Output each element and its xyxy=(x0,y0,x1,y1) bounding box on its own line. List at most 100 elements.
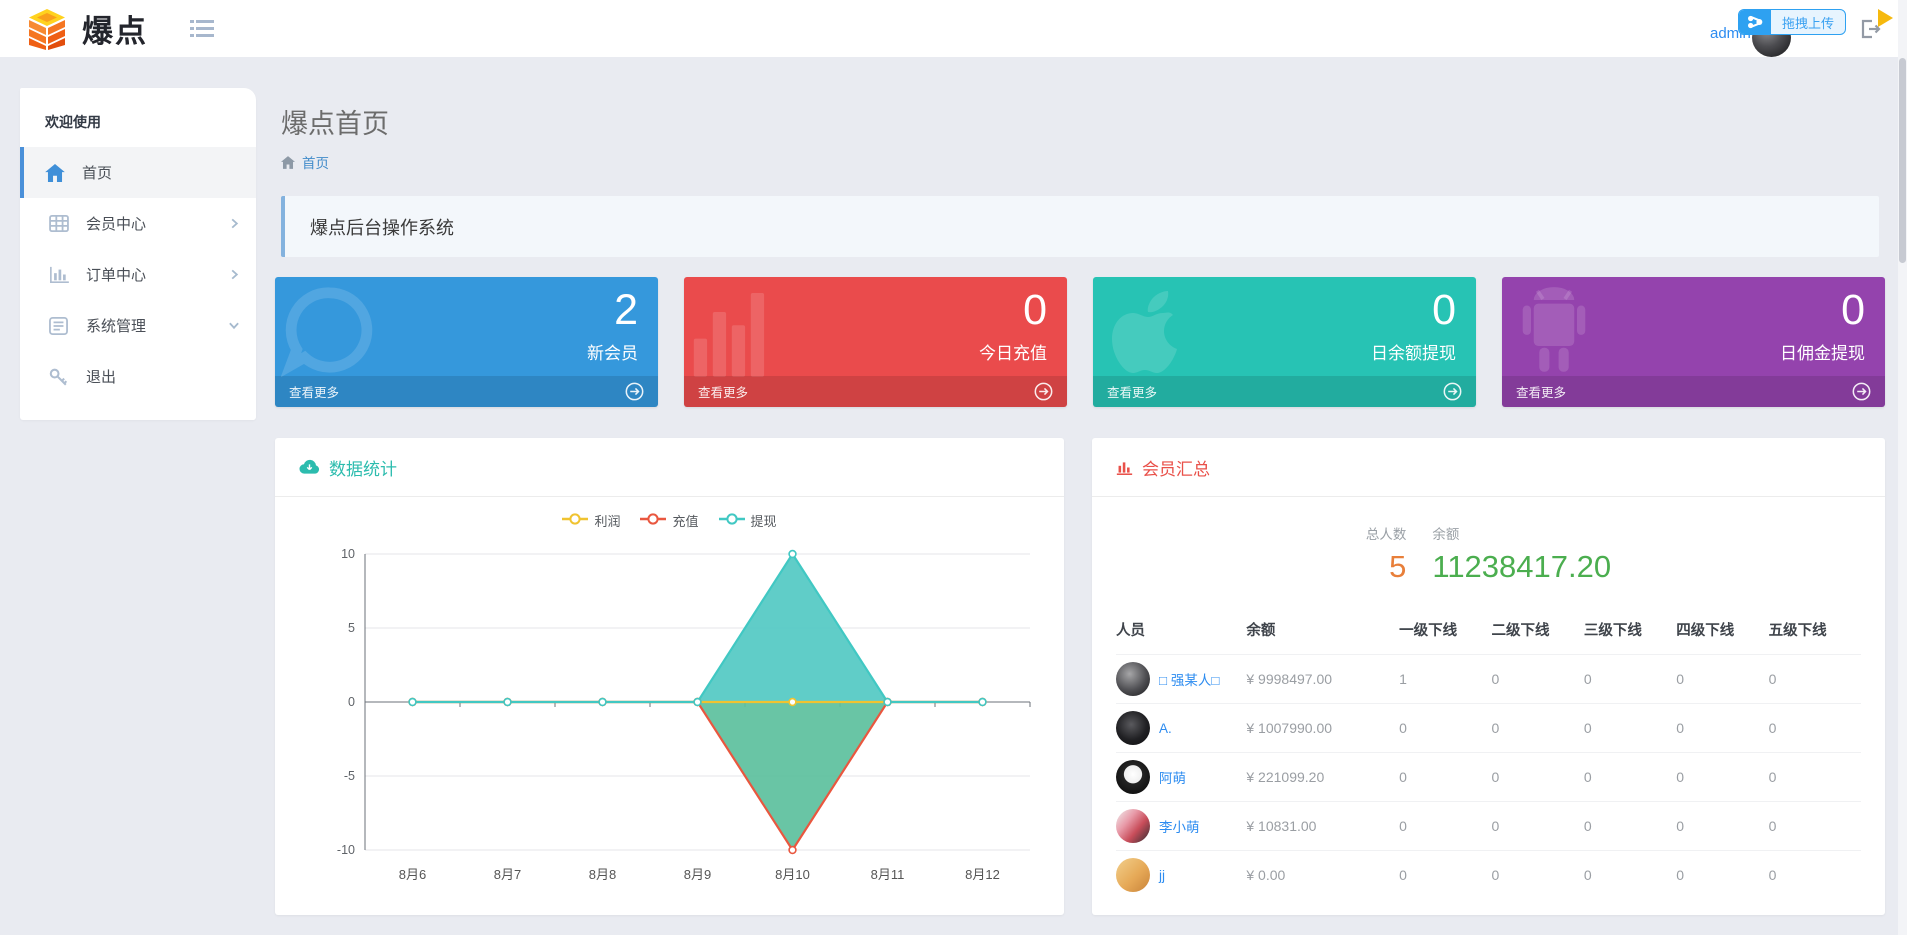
table-header-人员: 人员 xyxy=(1116,623,1145,639)
sidebar-item-系统管理[interactable]: 系统管理 xyxy=(20,300,256,351)
comment-icon xyxy=(280,285,379,382)
member-summary-title: 会员汇总 xyxy=(1142,459,1210,479)
table-row: 阿萌 ¥ 221099.20 0 0 0 0 0 xyxy=(1116,752,1861,802)
user-cluster: admin 拖拽上传 xyxy=(1704,0,1846,57)
downline-count: 0 xyxy=(1491,703,1584,753)
stat-card-今日充值: 0 今日充值 查看更多 xyxy=(684,277,1067,407)
drag-upload-badge[interactable]: 拖拽上传 xyxy=(1737,9,1846,35)
sidebar-item-订单中心[interactable]: 订单中心 xyxy=(20,249,256,300)
downline-count: 0 xyxy=(1399,850,1492,900)
table-header-一级下线: 一级下线 xyxy=(1399,623,1458,639)
logout-icon[interactable] xyxy=(1860,19,1881,39)
list-icon xyxy=(49,316,73,335)
member-balance: ¥ 10831.00 xyxy=(1246,801,1400,851)
table-header-三级下线: 三级下线 xyxy=(1583,623,1642,639)
breadcrumb-home-link[interactable]: 首页 xyxy=(302,156,329,171)
svg-text:8月8: 8月8 xyxy=(589,867,616,882)
drag-upload-label: 拖拽上传 xyxy=(1781,15,1834,31)
table-row: A. ¥ 1007990.00 0 0 0 0 0 xyxy=(1116,703,1861,753)
sidebar-item-label: 订单中心 xyxy=(86,267,147,284)
breadcrumb-home-icon xyxy=(281,155,295,169)
svg-text:5: 5 xyxy=(348,621,355,635)
stat-card-日余额提现: 0 日余额提现查看更多 xyxy=(1093,277,1476,407)
sidebar-item-会员中心[interactable]: 会员中心 xyxy=(20,198,256,249)
sidebar: 欢迎使用 首页 会员中心订单中心系统管理 退出 xyxy=(20,88,256,420)
stat-label: 新会员 xyxy=(587,344,638,363)
downline-count: 0 xyxy=(1768,801,1861,851)
stat-label: 日余额提现 xyxy=(1371,344,1456,363)
sidebar-toggle-icon[interactable] xyxy=(190,19,214,38)
svg-text:8月9: 8月9 xyxy=(684,867,711,882)
brand-title: 爆点 xyxy=(82,14,148,49)
legend-item-充值[interactable]: 充值 xyxy=(640,511,699,530)
sidebar-item-首页[interactable]: 首页 xyxy=(20,147,256,198)
line-chart[interactable]: 10 5 0 -5 -10 8月6 8月7 8月8 8月9 8月10 8月11 8月12 xyxy=(295,534,1044,906)
avatar xyxy=(1116,760,1150,794)
member-name-link[interactable]: jj xyxy=(1159,867,1165,883)
legend-item-利润[interactable]: 利润 xyxy=(562,511,620,530)
view-more-label: 查看更多 xyxy=(1516,386,1567,400)
stat-card-日佣金提现: 0 日佣金提现 查看更多 xyxy=(1502,277,1885,407)
arrow-right-circle-icon xyxy=(1852,382,1871,401)
member-name-link[interactable]: 阿萌 xyxy=(1159,771,1186,786)
top-header: 爆点 admin 拖拽上传 xyxy=(0,0,1907,57)
cloud-share-icon xyxy=(1738,10,1771,34)
member-balance: ¥ 221099.20 xyxy=(1246,752,1400,802)
view-more-link[interactable]: 查看更多 xyxy=(1502,376,1885,407)
downline-count: 0 xyxy=(1583,703,1677,753)
arrow-right-circle-icon xyxy=(1034,382,1053,401)
total-balance-label: 余额 xyxy=(1432,527,1460,542)
total-balance-value: 11238417.20 xyxy=(1432,549,1612,584)
android-icon xyxy=(1508,285,1600,388)
downline-count: 1 xyxy=(1399,654,1492,704)
view-more-label: 查看更多 xyxy=(289,386,340,400)
legend-label: 充值 xyxy=(672,514,699,529)
bar-chart-icon xyxy=(49,266,73,283)
avatar xyxy=(1116,858,1150,893)
table-row: 李小萌 ¥ 10831.00 0 0 0 0 0 xyxy=(1116,801,1861,851)
sidebar-welcome: 欢迎使用 xyxy=(45,114,101,130)
downline-count: 0 xyxy=(1491,801,1584,851)
svg-text:8月6: 8月6 xyxy=(399,867,426,882)
view-more-link[interactable]: 查看更多 xyxy=(275,376,658,407)
scrollbar-thumb[interactable] xyxy=(1899,58,1906,263)
home-icon xyxy=(45,163,69,182)
downline-count: 0 xyxy=(1676,752,1769,802)
member-summary-header: 会员汇总 xyxy=(1092,438,1885,497)
member-name-link[interactable]: 李小萌 xyxy=(1159,820,1200,835)
chevron-right-icon xyxy=(229,218,240,229)
member-summary-panel: 会员汇总 总人数 5 余额 11238417.20 人员 余额 一级下线 二级下线 三级… xyxy=(1092,438,1885,915)
member-name-link[interactable]: A. xyxy=(1159,720,1172,736)
svg-text:8月11: 8月11 xyxy=(871,867,905,882)
table-header-五级下线: 五级下线 xyxy=(1768,623,1827,639)
view-more-label: 查看更多 xyxy=(698,386,749,400)
page-title: 爆点首页 xyxy=(281,109,389,139)
stat-value: 0 xyxy=(1432,286,1456,334)
view-more-link[interactable]: 查看更多 xyxy=(684,376,1067,407)
downline-count: 0 xyxy=(1491,654,1584,704)
downline-count: 0 xyxy=(1583,850,1677,900)
member-balance: ¥ 9998497.00 xyxy=(1246,654,1400,704)
member-name-link[interactable]: □ 强某人□ xyxy=(1159,673,1220,688)
view-more-link[interactable]: 查看更多 xyxy=(1093,376,1476,407)
avatar xyxy=(1116,711,1150,745)
brand[interactable]: 爆点 xyxy=(24,6,1893,51)
svg-text:8月12: 8月12 xyxy=(965,867,1000,882)
avatar xyxy=(1116,809,1150,843)
downline-count: 0 xyxy=(1768,703,1861,753)
bars-icon xyxy=(690,285,785,382)
sidebar-item-退出[interactable]: 退出 xyxy=(20,351,256,402)
svg-text:0: 0 xyxy=(348,695,355,709)
bar-chart-red-icon xyxy=(1116,459,1133,476)
legend-marker-icon xyxy=(562,513,589,528)
chevron-right-icon xyxy=(229,269,240,280)
key-icon xyxy=(49,368,73,386)
page-scrollbar[interactable] xyxy=(1898,0,1907,935)
downline-count: 0 xyxy=(1399,801,1492,851)
legend-item-提现[interactable]: 提现 xyxy=(718,511,777,530)
arrow-right-circle-icon xyxy=(625,382,644,401)
member-balance: ¥ 0.00 xyxy=(1246,850,1400,900)
table-row: □ 强某人□ ¥ 9998497.00 1 0 0 0 0 xyxy=(1116,654,1861,704)
stat-value: 0 xyxy=(1841,286,1865,334)
downline-count: 0 xyxy=(1583,752,1677,802)
